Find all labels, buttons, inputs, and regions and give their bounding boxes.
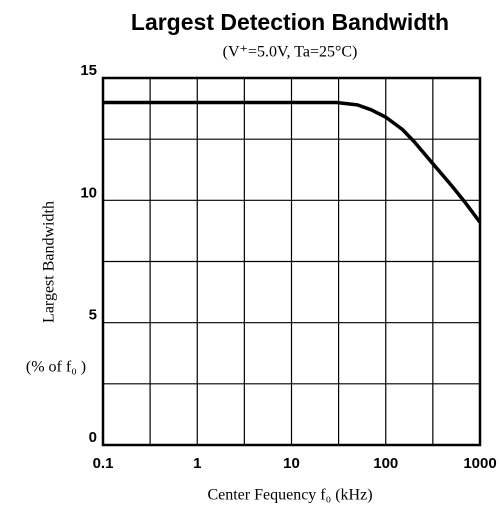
y-unit-label: (% of f₀ ) [26, 359, 86, 376]
x-tick-label: 10 [283, 455, 300, 472]
line-series [103, 100, 482, 224]
y-tick-label: 5 [89, 307, 97, 324]
y-axis-label: Largest Bandwidth [41, 201, 58, 323]
y-tick-label: 15 [80, 62, 97, 79]
y-tick-label: 10 [80, 184, 97, 201]
plot-frame [101, 76, 482, 447]
x-tick-label: 1000 [463, 455, 496, 472]
x-tick-label: 1 [193, 455, 201, 472]
x-tick-label: 100 [373, 455, 398, 472]
chart-title: Largest Detection Bandwidth [131, 9, 449, 35]
y-tick-label: 0 [89, 429, 97, 446]
x-tick-label: 0.1 [93, 455, 114, 472]
x-axis-label: Center Fequency f₀ (kHz) [207, 487, 372, 504]
chart-subtitle: (V⁺=5.0V, Ta=25°C) [223, 44, 358, 61]
